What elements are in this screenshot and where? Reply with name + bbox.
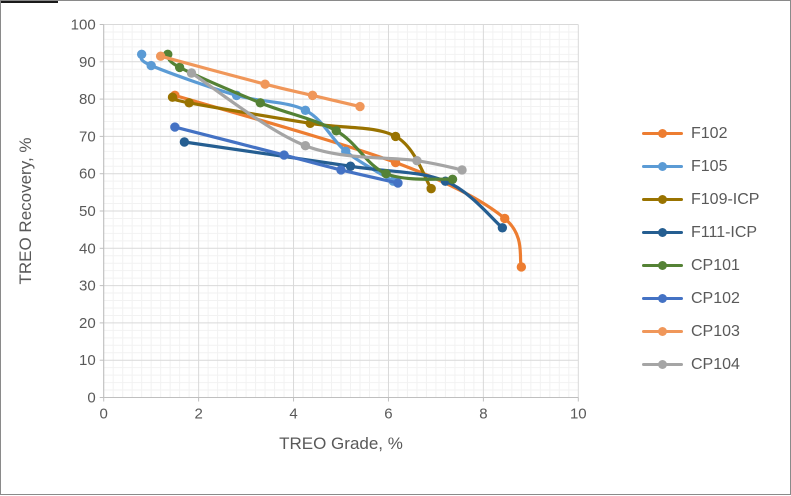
- series-CP101: [163, 49, 458, 184]
- y-tick-label: 100: [71, 17, 96, 34]
- data-point-CP104[interactable]: [186, 68, 197, 78]
- data-point-CP103[interactable]: [307, 90, 318, 101]
- data-point-CP102[interactable]: [279, 150, 289, 160]
- series-line-CP103[interactable]: [159, 54, 362, 109]
- data-point-CP102[interactable]: [170, 122, 180, 132]
- legend-label: CP103: [691, 322, 740, 340]
- series-line-CP104[interactable]: [189, 71, 464, 172]
- legend-item-CP103[interactable]: CP103: [642, 315, 759, 348]
- legend-marker-dot: [658, 195, 667, 204]
- y-tick-label: 80: [79, 91, 96, 108]
- legend-marker-dot: [658, 261, 667, 270]
- data-point-CP102[interactable]: [393, 178, 403, 188]
- data-point-CP101[interactable]: [381, 169, 391, 179]
- data-point-F109-ICP[interactable]: [426, 183, 436, 194]
- data-point-F109-ICP[interactable]: [167, 92, 178, 102]
- data-point-CP101[interactable]: [255, 98, 266, 108]
- legend-label: F102: [691, 124, 728, 142]
- data-point-CP101[interactable]: [331, 126, 341, 136]
- legend-marker-dot: [658, 294, 667, 303]
- y-tick-label: 90: [79, 54, 96, 71]
- legend-line-marker-swatch: [642, 162, 683, 171]
- legend-marker-dot: [658, 360, 667, 369]
- legend-marker-dot: [658, 327, 667, 336]
- legend-line-marker-swatch: [642, 129, 683, 138]
- data-point-F109-ICP[interactable]: [390, 131, 401, 142]
- legend-label: CP102: [691, 289, 740, 307]
- legend-item-F111-ICP[interactable]: F111-ICP: [642, 216, 759, 249]
- legend-marker-dot: [658, 162, 667, 171]
- y-tick-label: 40: [79, 240, 96, 257]
- series-CP104: [186, 68, 467, 175]
- y-tick-label: 70: [79, 128, 96, 145]
- x-tick-label: 8: [479, 406, 487, 423]
- data-point-F111-ICP[interactable]: [345, 161, 356, 171]
- data-point-F105[interactable]: [136, 49, 147, 60]
- window-top-border: [1, 1, 58, 3]
- data-point-F111-ICP[interactable]: [497, 223, 508, 233]
- data-point-CP103[interactable]: [355, 101, 365, 112]
- legend-label: CP104: [691, 355, 740, 373]
- y-tick-label: 20: [79, 315, 96, 332]
- data-point-F111-ICP[interactable]: [179, 137, 190, 147]
- legend-marker-dot: [658, 228, 667, 237]
- series-line-CP102[interactable]: [173, 125, 400, 185]
- y-tick-label: 10: [79, 352, 96, 369]
- legend-item-F102[interactable]: F102: [642, 117, 759, 150]
- series-line-F102[interactable]: [173, 93, 523, 269]
- data-point-F105[interactable]: [146, 60, 156, 71]
- y-tick-label: 0: [87, 390, 95, 407]
- y-tick-label: 30: [79, 278, 96, 295]
- legend-line-marker-swatch: [642, 228, 683, 237]
- x-tick-label: 6: [384, 406, 392, 423]
- y-tick-label: 50: [79, 203, 96, 220]
- legend-label: CP101: [691, 256, 740, 274]
- x-tick-label: 2: [194, 406, 202, 423]
- legend: F102 F105 F109-ICP F111-ICP CP101 CP102 CP103 C…: [642, 117, 759, 381]
- series-CP103: [155, 51, 365, 112]
- legend-item-CP102[interactable]: CP102: [642, 282, 759, 315]
- legend-marker-dot: [658, 129, 667, 138]
- data-point-CP104[interactable]: [412, 155, 422, 166]
- data-point-CP103[interactable]: [260, 79, 270, 89]
- data-point-F105[interactable]: [300, 105, 311, 115]
- y-axis-title: TREO Recovery, %: [16, 137, 35, 284]
- x-tick-label: 10: [570, 406, 587, 423]
- axes: [99, 24, 579, 402]
- data-point-F109-ICP[interactable]: [184, 98, 194, 108]
- x-tick-label: 0: [100, 406, 108, 423]
- legend-label: F111-ICP: [691, 223, 758, 241]
- legend-line-marker-swatch: [642, 294, 683, 303]
- legend-item-CP104[interactable]: CP104: [642, 348, 759, 381]
- legend-item-F109-ICP[interactable]: F109-ICP: [642, 183, 759, 216]
- data-point-CP103[interactable]: [155, 51, 166, 61]
- legend-label: F109-ICP: [691, 190, 760, 208]
- legend-line-marker-swatch: [642, 195, 683, 204]
- data-point-F102[interactable]: [516, 262, 527, 272]
- data-point-CP104[interactable]: [457, 165, 467, 175]
- legend-line-marker-swatch: [642, 261, 683, 270]
- data-point-CP104[interactable]: [300, 141, 311, 151]
- y-tick-label: 60: [79, 166, 96, 183]
- legend-label: F105: [691, 157, 728, 175]
- data-point-CP101[interactable]: [447, 174, 458, 184]
- series-F109-ICP: [167, 92, 436, 194]
- legend-item-F105[interactable]: F105: [642, 150, 759, 183]
- legend-line-marker-swatch: [642, 360, 683, 369]
- legend-line-marker-swatch: [642, 327, 683, 336]
- data-point-CP102[interactable]: [336, 165, 346, 175]
- x-axis-title: TREO Grade, %: [279, 434, 403, 453]
- series-layer: [136, 49, 527, 272]
- data-point-F102[interactable]: [500, 213, 510, 224]
- legend-item-CP101[interactable]: CP101: [642, 249, 759, 282]
- data-point-CP101[interactable]: [174, 62, 185, 73]
- series-CP102: [170, 122, 403, 188]
- x-tick-label: 4: [289, 406, 297, 423]
